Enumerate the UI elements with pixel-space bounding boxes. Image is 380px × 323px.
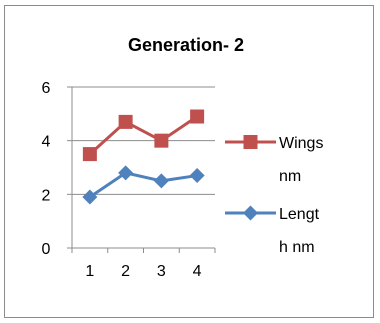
data-point	[153, 173, 169, 189]
legend-label: Wings	[279, 135, 323, 152]
chart-title: Generation- 2	[128, 35, 244, 55]
y-tick-label: 4	[42, 134, 51, 151]
chart-frame	[4, 5, 374, 318]
axes	[67, 86, 216, 253]
legend: Wings nm Lengt h nm	[225, 135, 323, 256]
data-point	[190, 109, 205, 124]
data-point	[82, 147, 97, 162]
data-point	[118, 165, 134, 181]
y-tick-label: 6	[42, 80, 51, 97]
y-tick-labels: 0 2 4 6	[42, 80, 51, 258]
y-tick-label: 0	[42, 241, 51, 258]
x-tick-label: 3	[157, 263, 166, 280]
data-point	[154, 133, 169, 148]
x-tick-label: 2	[121, 263, 130, 280]
x-tick-labels: 1 2 3 4	[85, 263, 201, 280]
series-line	[88, 115, 198, 156]
series-line	[89, 171, 198, 199]
data-point	[189, 168, 205, 184]
legend-label: Lengt	[279, 206, 320, 223]
x-tick-label: 1	[85, 263, 94, 280]
legend-label: h nm	[279, 239, 315, 256]
legend-label: nm	[279, 168, 301, 185]
data-point	[82, 189, 98, 205]
data-point	[118, 114, 133, 129]
series-group	[82, 109, 205, 205]
y-tick-label: 2	[42, 187, 51, 204]
x-tick-label: 4	[193, 263, 202, 280]
legend-marker	[243, 135, 258, 149]
legend-marker	[243, 205, 258, 221]
